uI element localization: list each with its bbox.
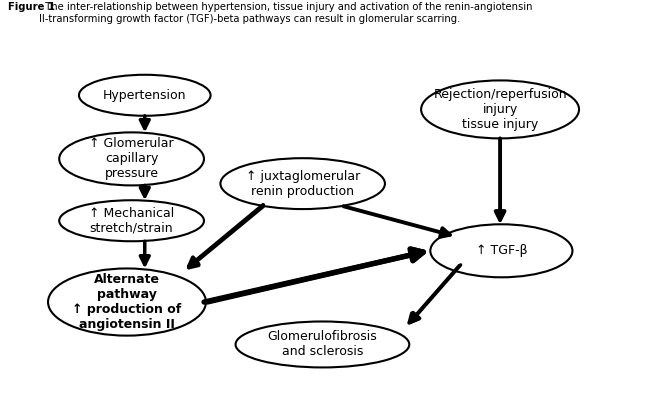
Text: Figure 1: Figure 1	[8, 2, 55, 12]
Text: Alternate
pathway
↑ production of
angiotensin II: Alternate pathway ↑ production of angiot…	[72, 273, 182, 331]
Text: ↑ juxtaglomerular
renin production: ↑ juxtaglomerular renin production	[245, 170, 360, 198]
Ellipse shape	[236, 321, 409, 367]
Ellipse shape	[59, 132, 204, 185]
Ellipse shape	[430, 224, 572, 277]
Text: The inter-relationship between hypertension, tissue injury and activation of the: The inter-relationship between hypertens…	[39, 2, 533, 24]
Ellipse shape	[79, 75, 211, 116]
Text: Hypertension: Hypertension	[103, 89, 186, 102]
Text: Rejection/reperfusion
injury
tissue injury: Rejection/reperfusion injury tissue inju…	[433, 88, 567, 131]
Ellipse shape	[421, 81, 579, 139]
Text: ↑ Glomerular
capillary
pressure: ↑ Glomerular capillary pressure	[89, 137, 174, 180]
Ellipse shape	[48, 268, 206, 336]
Text: Glomerulofibrosis
and sclerosis: Glomerulofibrosis and sclerosis	[268, 330, 377, 358]
Ellipse shape	[59, 200, 204, 241]
Text: ↑ Mechanical
stretch/strain: ↑ Mechanical stretch/strain	[89, 207, 174, 235]
Text: ↑ TGF-β: ↑ TGF-β	[476, 244, 527, 257]
Ellipse shape	[220, 158, 385, 209]
